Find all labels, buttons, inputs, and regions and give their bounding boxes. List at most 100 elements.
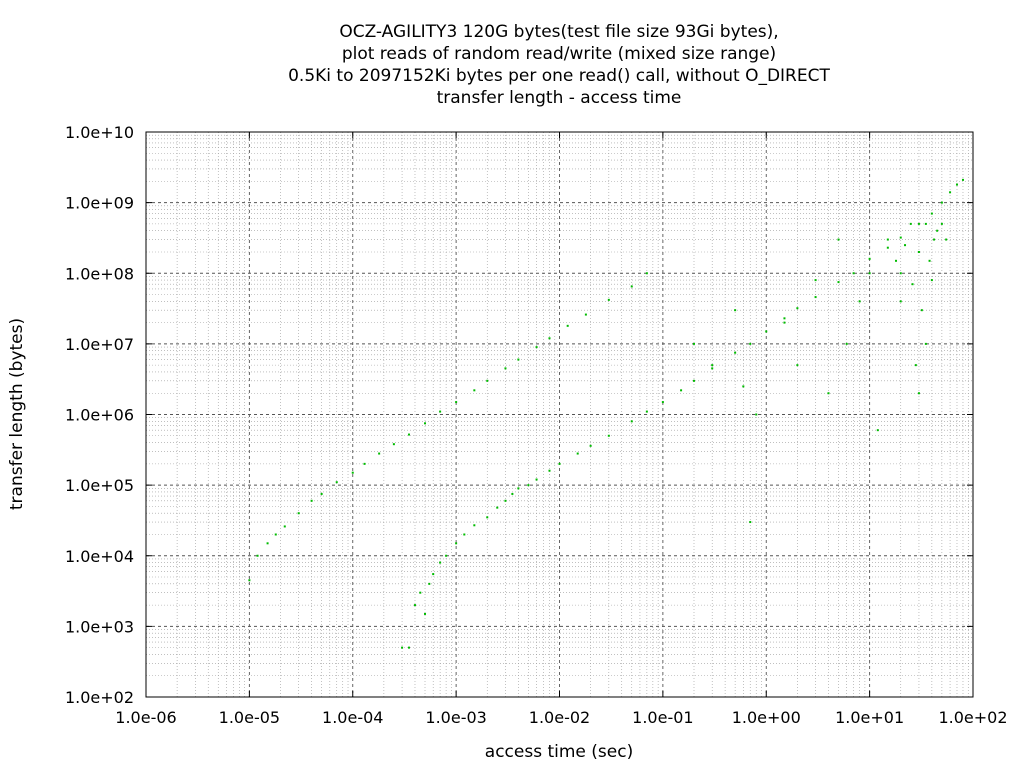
data-point <box>930 212 933 215</box>
data-point <box>439 410 442 413</box>
data-point <box>407 646 410 649</box>
data-point <box>439 561 442 564</box>
data-point <box>917 392 920 395</box>
data-point <box>645 272 648 275</box>
data-point <box>566 324 569 327</box>
data-point <box>899 272 902 275</box>
data-point <box>589 444 592 447</box>
data-point <box>692 342 695 345</box>
data-point <box>909 222 912 225</box>
data-point <box>310 499 313 502</box>
data-point <box>933 238 936 241</box>
data-point <box>527 484 530 487</box>
data-point <box>876 429 879 432</box>
data-point <box>955 183 958 186</box>
data-point <box>765 330 768 333</box>
data-point <box>473 524 476 527</box>
data-point <box>428 582 431 585</box>
data-point <box>852 272 855 275</box>
data-point <box>827 392 830 395</box>
data-point <box>945 238 948 241</box>
data-point <box>917 222 920 225</box>
y-tick-label: 1.0e+07 <box>65 335 134 354</box>
y-axis-label: transfer length (bytes) <box>7 318 27 510</box>
data-point <box>680 389 683 392</box>
data-point <box>936 229 939 232</box>
data-point <box>504 367 507 370</box>
data-point <box>858 300 861 303</box>
x-axis-ticks: 1.0e-06 1.0e-05 1.0e-04 1.0e-03 1.0e-02 1.0e-… <box>115 132 1008 727</box>
data-point <box>607 434 610 437</box>
data-point <box>814 279 817 282</box>
data-point <box>378 452 381 455</box>
y-tick-label: 1.0e+08 <box>65 264 134 283</box>
data-point <box>755 413 758 416</box>
data-point <box>895 259 898 262</box>
data-point <box>413 604 416 607</box>
x-tick-label: 1.0e-05 <box>219 708 280 727</box>
data-point <box>868 257 871 260</box>
data-point <box>711 367 714 370</box>
data-point <box>320 492 323 495</box>
x-tick-label: 1.0e+02 <box>938 708 1007 727</box>
data-point <box>504 499 507 502</box>
data-point <box>917 250 920 253</box>
x-tick-label: 1.0e+01 <box>835 708 904 727</box>
data-point <box>749 521 752 524</box>
y-tick-label: 1.0e+03 <box>65 617 134 636</box>
y-tick-label: 1.0e+09 <box>65 194 134 213</box>
data-point <box>266 542 269 545</box>
y-axis-ticks: 1.0e+02 1.0e+03 1.0e+04 1.0e+05 1.0e+06 1.0e+… <box>65 123 973 707</box>
data-point <box>274 533 277 536</box>
data-point <box>886 246 889 249</box>
y-tick-label: 1.0e+04 <box>65 547 134 566</box>
data-point <box>914 364 917 367</box>
major-grid <box>146 132 973 697</box>
data-point <box>904 244 907 247</box>
y-tick-label: 1.0e+02 <box>65 688 134 707</box>
data-point <box>445 554 448 557</box>
title-line: transfer length - access time <box>437 88 682 108</box>
data-point <box>783 317 786 320</box>
data-point <box>335 481 338 484</box>
y-tick-label: 1.0e+10 <box>65 123 134 142</box>
data-point <box>742 385 745 388</box>
data-point <box>432 573 435 576</box>
data-point <box>363 462 366 465</box>
data-point <box>949 191 952 194</box>
data-point <box>558 462 561 465</box>
data-point <box>496 506 499 509</box>
data-point <box>401 646 404 649</box>
data-point <box>548 337 551 340</box>
data-point <box>630 285 633 288</box>
data-point <box>297 512 300 515</box>
data-point <box>256 554 259 557</box>
data-point <box>899 300 902 303</box>
data-point <box>930 279 933 282</box>
data-point <box>607 298 610 301</box>
data-point <box>535 478 538 481</box>
data-point <box>796 307 799 310</box>
title-line: 0.5Ki to 2097152Ki bytes per one read() … <box>288 66 830 86</box>
data-point <box>837 238 840 241</box>
data-point <box>517 358 520 361</box>
data-point <box>517 487 520 490</box>
data-point <box>473 389 476 392</box>
data-point <box>576 452 579 455</box>
data-point <box>749 342 752 345</box>
data-point <box>248 579 251 582</box>
data-point <box>424 612 427 615</box>
x-tick-label: 1.0e-03 <box>425 708 486 727</box>
title-line: OCZ-AGILITY3 120G bytes(test file size 9… <box>339 22 778 42</box>
data-point <box>455 542 458 545</box>
data-point <box>486 516 489 519</box>
data-point <box>584 313 587 316</box>
data-point <box>511 492 514 495</box>
x-tick-label: 1.0e+00 <box>732 708 801 727</box>
data-point <box>928 259 931 262</box>
data-point <box>961 178 964 181</box>
x-tick-label: 1.0e-02 <box>529 708 590 727</box>
data-point <box>630 420 633 423</box>
data-point <box>645 410 648 413</box>
